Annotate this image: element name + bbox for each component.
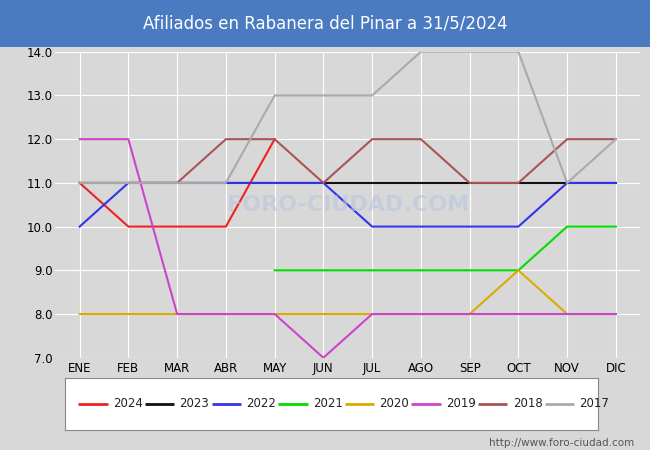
Text: Afiliados en Rabanera del Pinar a 31/5/2024: Afiliados en Rabanera del Pinar a 31/5/2…	[143, 14, 507, 33]
Text: 2019: 2019	[446, 397, 476, 410]
Text: 2024: 2024	[113, 397, 143, 410]
Text: 2021: 2021	[313, 397, 343, 410]
Text: 2023: 2023	[179, 397, 209, 410]
Text: 2020: 2020	[380, 397, 410, 410]
Text: http://www.foro-ciudad.com: http://www.foro-ciudad.com	[489, 438, 634, 448]
Text: 2018: 2018	[513, 397, 543, 410]
Text: 2017: 2017	[579, 397, 609, 410]
Text: 2022: 2022	[246, 397, 276, 410]
Text: FORO-CIUDAD.COM: FORO-CIUDAD.COM	[227, 195, 469, 215]
